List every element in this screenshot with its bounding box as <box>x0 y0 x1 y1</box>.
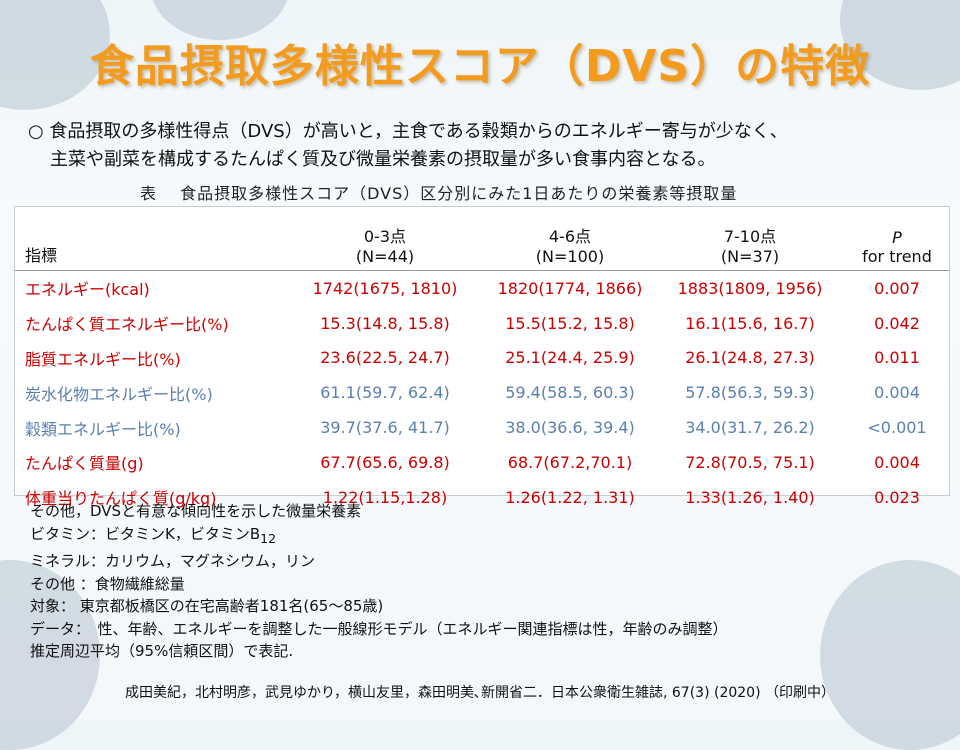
note-subjects: 対象： 東京都板橋区の在宅高齢者181名(65～85歳) <box>30 597 384 615</box>
note-estimate: 推定周辺平均（95%信頼区間）で表記. <box>30 642 294 660</box>
note-minerals: ミネラル：カリウム，マグネシウム，リン <box>30 552 316 570</box>
cell-group-0-3: 23.6(22.5, 24.7) <box>320 348 450 368</box>
table-row: エネルギー(kcal) 1742(1675, 1810) 1820(1774, … <box>15 271 949 306</box>
table-row: たんぱく質量(g) 67.7(65.6, 69.8) 68.7(67.2,70.… <box>15 445 949 480</box>
row-label: 脂質エネルギー比(%) <box>25 349 181 369</box>
table-row: 穀類エネルギー比(%) 39.7(37.6, 41.7) 38.0(36.6, … <box>15 410 949 445</box>
summary-bullet: ○ 食品摂取の多様性得点（DVS）が高いと，主食である穀類からのエネルギー寄与が… <box>28 118 948 174</box>
table-row: 炭水化物エネルギー比(%) 61.1(59.7, 62.4) 59.4(58.5… <box>15 375 949 410</box>
header-group-n: (N=44) <box>355 247 415 266</box>
cell-group-7-10: 72.8(70.5, 75.1) <box>685 452 815 472</box>
cell-p-trend: 0.004 <box>874 383 920 403</box>
table-caption: 表 食品摂取多様性スコア（DVS）区分別にみた1日あたりの栄養素等摂取量 <box>140 184 738 203</box>
note-vitamins: ビタミン：ビタミンK，ビタミンB12 <box>30 523 728 551</box>
header-group-0-3: 0-3点 (N=44) <box>285 207 485 271</box>
cell-group-4-6: 38.0(36.6, 39.4) <box>505 418 635 438</box>
footnotes: その他，DVSと有意な傾向性を示した微量栄養素 ビタミン：ビタミンK，ビタミンB… <box>30 500 728 663</box>
summary-line-1: ○ 食品摂取の多様性得点（DVS）が高いと，主食である穀類からのエネルギー寄与が… <box>28 121 788 142</box>
note-vitamins-text: ビタミン：ビタミンK，ビタミンB <box>30 524 261 543</box>
cell-group-7-10: 34.0(31.7, 26.2) <box>685 418 815 438</box>
cell-group-0-3: 1742(1675, 1810) <box>312 278 458 298</box>
cell-group-0-3: 61.1(59.7, 62.4) <box>320 383 450 403</box>
header-group-label: 0-3点 <box>363 227 407 246</box>
cell-group-7-10: 1.33(1.26, 1.40) <box>685 487 815 507</box>
cell-group-0-3: 1.22(1.15,1.28) <box>322 487 448 507</box>
row-label: たんぱく質エネルギー比(%) <box>25 315 229 335</box>
note-data: データ： 性、年齢、エネルギーを調整した一般線形モデル（エネルギー関連指標は性，… <box>30 619 728 638</box>
cell-p-trend: <0.001 <box>867 418 927 438</box>
cell-group-4-6: 15.5(15.2, 15.8) <box>505 313 635 333</box>
note-other: その他 ：食物繊維総量 <box>30 574 185 593</box>
header-group-label: 4-6点 <box>548 227 592 246</box>
row-label: 炭水化物エネルギー比(%) <box>25 384 213 404</box>
cell-group-7-10: 26.1(24.8, 27.3) <box>685 348 815 368</box>
note-vitamins-subscript: 12 <box>260 530 277 546</box>
header-group-4-6: 4-6点 (N=100) <box>485 207 655 271</box>
header-p-sub: for trend <box>862 247 932 266</box>
cell-p-trend: 0.023 <box>874 487 920 507</box>
header-group-label: 7-10点 <box>723 227 777 246</box>
table-header-row: 指標 0-3点 (N=44) 4-6点 (N=100) 7-10点 (N=37)… <box>15 207 949 271</box>
cell-group-0-3: 39.7(37.6, 41.7) <box>320 418 450 438</box>
row-label: エネルギー(kcal) <box>25 280 150 300</box>
cell-p-trend: 0.011 <box>874 348 920 368</box>
header-group-n: (N=100) <box>535 247 605 266</box>
cell-group-4-6: 25.1(24.4, 25.9) <box>505 348 635 368</box>
cell-group-7-10: 57.8(56.3, 59.3) <box>685 383 815 403</box>
row-label: 穀類エネルギー比(%) <box>25 419 181 439</box>
cell-p-trend: 0.007 <box>874 278 920 298</box>
table-row: たんぱく質エネルギー比(%) 15.3(14.8, 15.8) 15.5(15.… <box>15 306 949 341</box>
background-shape <box>820 560 960 750</box>
cell-p-trend: 0.004 <box>874 452 920 472</box>
cell-p-trend: 0.042 <box>874 313 920 333</box>
row-label: 体重当りたんぱく質(g/kg) <box>25 489 217 509</box>
header-p-label: P <box>892 228 902 247</box>
header-group-7-10: 7-10点 (N=37) <box>655 207 845 271</box>
row-label: たんぱく質量(g) <box>25 454 144 474</box>
table-row: 体重当りたんぱく質(g/kg) 1.22(1.15,1.28) 1.26(1.2… <box>15 480 949 515</box>
cell-group-7-10: 16.1(15.6, 16.7) <box>685 313 815 333</box>
cell-group-7-10: 1883(1809, 1956) <box>677 278 823 298</box>
cell-group-4-6: 1.26(1.22, 1.31) <box>505 487 635 507</box>
table-row: 脂質エネルギー比(%) 23.6(22.5, 24.7) 25.1(24.4, … <box>15 341 949 376</box>
note-micronutrients: その他，DVSと有意な傾向性を示した微量栄養素 <box>30 502 362 520</box>
header-indicator: 指標 <box>15 207 285 271</box>
citation: 成田美紀，北村明彦，武見ゆかり，横山友里，森田明美､新開省二．日本公衆衛生雑誌,… <box>124 685 836 701</box>
nutrient-table: 指標 0-3点 (N=44) 4-6点 (N=100) 7-10点 (N=37)… <box>14 206 950 508</box>
cell-group-4-6: 1820(1774, 1866) <box>497 278 643 298</box>
cell-group-4-6: 59.4(58.5, 60.3) <box>505 383 635 403</box>
cell-group-0-3: 15.3(14.8, 15.8) <box>320 313 450 333</box>
header-p-trend: P for trend <box>845 207 949 271</box>
cell-group-4-6: 68.7(67.2,70.1) <box>507 452 633 472</box>
header-group-n: (N=37) <box>720 247 780 266</box>
cell-group-0-3: 67.7(65.6, 69.8) <box>320 452 450 472</box>
page-title: 食品摂取多様性スコア（DVS）の特徴 <box>89 41 871 92</box>
summary-line-2: 主菜や副菜を構成するたんぱく質及び微量栄養素の摂取量が多い食事内容となる。 <box>50 149 716 170</box>
